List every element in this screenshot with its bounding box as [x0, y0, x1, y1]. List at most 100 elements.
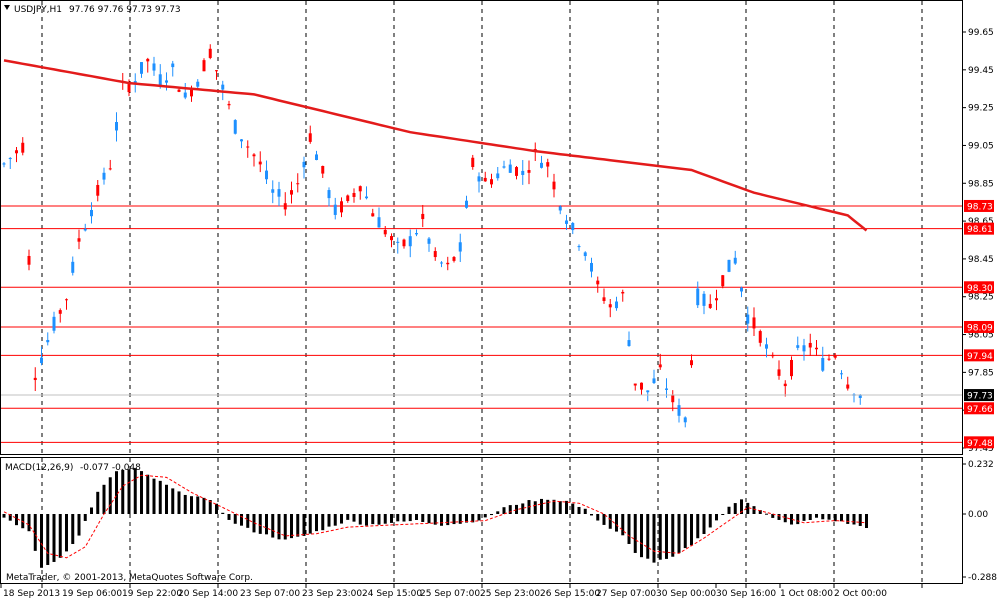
macd-bar [421, 514, 425, 522]
macd-bar [146, 474, 150, 514]
macd-bar [671, 514, 675, 557]
candle-body [465, 200, 468, 208]
candle-body [565, 220, 568, 224]
macd-tick-label: 0.00 [968, 510, 988, 520]
macd-bar [202, 497, 206, 514]
macd-bar [52, 514, 56, 562]
candle-body [127, 83, 131, 93]
macd-bar [258, 514, 262, 534]
candle-body [8, 157, 12, 160]
candle-body [427, 238, 431, 244]
macd-bar [21, 514, 25, 529]
macd-bar [140, 471, 143, 514]
candle-body [115, 122, 118, 131]
candle-body [640, 382, 643, 390]
time-tick-label: 25 Sep 07:00 [420, 589, 480, 599]
candle-body [233, 120, 237, 134]
macd-bar [265, 514, 268, 535]
candle-body [2, 163, 6, 165]
candle-body [15, 150, 18, 154]
current-price-box [964, 389, 994, 402]
macd-bar [727, 506, 731, 514]
macd-bar [90, 507, 93, 514]
macd-bar [583, 508, 587, 514]
macd-bar [46, 514, 50, 565]
macd-bar [608, 514, 612, 529]
candle-body [583, 252, 587, 257]
macd-bar [658, 514, 662, 560]
macd-histogram [2, 468, 868, 568]
candle-body [396, 241, 400, 243]
candle-body [271, 189, 275, 193]
candle-body [258, 161, 262, 165]
macd-bar [346, 514, 350, 520]
price-tick-label: 99.25 [968, 104, 994, 114]
macd-bar [596, 514, 600, 521]
macd-bar [783, 514, 787, 523]
macd-bar [833, 514, 837, 522]
candles [2, 44, 862, 428]
candle-body [596, 280, 600, 285]
candle-body [690, 360, 693, 366]
candle-body [146, 58, 150, 62]
time-tick-label: 20 Sep 14:00 [178, 589, 238, 599]
macd-bar [296, 514, 300, 537]
level-tag-label: 98.30 [967, 284, 993, 294]
candle-body [833, 355, 837, 358]
macd-bar [677, 514, 681, 553]
candle-body [252, 154, 256, 157]
candle-body [296, 183, 300, 185]
macd-bar [327, 514, 331, 527]
candle-body [677, 405, 681, 416]
macd-bar [683, 514, 687, 549]
macd-bar [102, 484, 106, 514]
macd-bar [365, 514, 368, 526]
macd-bar [246, 514, 250, 528]
candle-body [440, 262, 443, 264]
candle-body [227, 103, 231, 106]
candle-body [608, 304, 612, 308]
candle-body [90, 209, 93, 217]
candle-body [358, 186, 362, 192]
macd-bar [152, 478, 156, 514]
time-tick-label: 27 Sep 07:00 [596, 589, 656, 599]
macd-bar [158, 480, 162, 514]
macd-label: MACD(12,26,9) [5, 463, 73, 473]
candle-body [477, 176, 481, 182]
candle-body [558, 206, 562, 211]
candle-body [483, 177, 487, 182]
candle-body [46, 339, 50, 343]
candle-body [646, 390, 650, 393]
macd-bar [665, 514, 668, 559]
vertical-grid [41, 1, 923, 583]
candle-body [733, 257, 737, 264]
candle-body [365, 196, 368, 199]
macd-bar [58, 514, 62, 558]
candle-body [283, 203, 287, 210]
price-tick-label: 98.65 [968, 217, 994, 227]
macd-bar [571, 503, 575, 514]
macd-bar [796, 514, 800, 525]
price-tick-label: 97.85 [968, 368, 994, 378]
macd-bar [808, 514, 812, 521]
time-tick-label: 26 Sep 15:00 [540, 589, 600, 599]
macd-bar [108, 477, 112, 514]
candle-body [621, 291, 625, 294]
macd-bar [733, 503, 737, 514]
ohlc-values: 97.76 97.76 97.73 97.73 [69, 5, 181, 15]
macd-bar [865, 514, 868, 529]
macd-bar [340, 514, 343, 524]
time-tick-label: 19 Sep 22:00 [122, 589, 182, 599]
macd-bar [315, 514, 318, 532]
macd-bar [227, 514, 231, 520]
macd-bar [352, 514, 356, 522]
chart-dropdown-icon[interactable] [4, 5, 10, 10]
candle-body [652, 378, 656, 384]
candle-body [52, 316, 56, 331]
candle-body [783, 383, 787, 387]
candle-body [171, 63, 175, 68]
macd-bar [96, 491, 100, 514]
macd-bar [565, 500, 568, 514]
candle-body [190, 88, 193, 97]
macd-bar [690, 514, 693, 546]
